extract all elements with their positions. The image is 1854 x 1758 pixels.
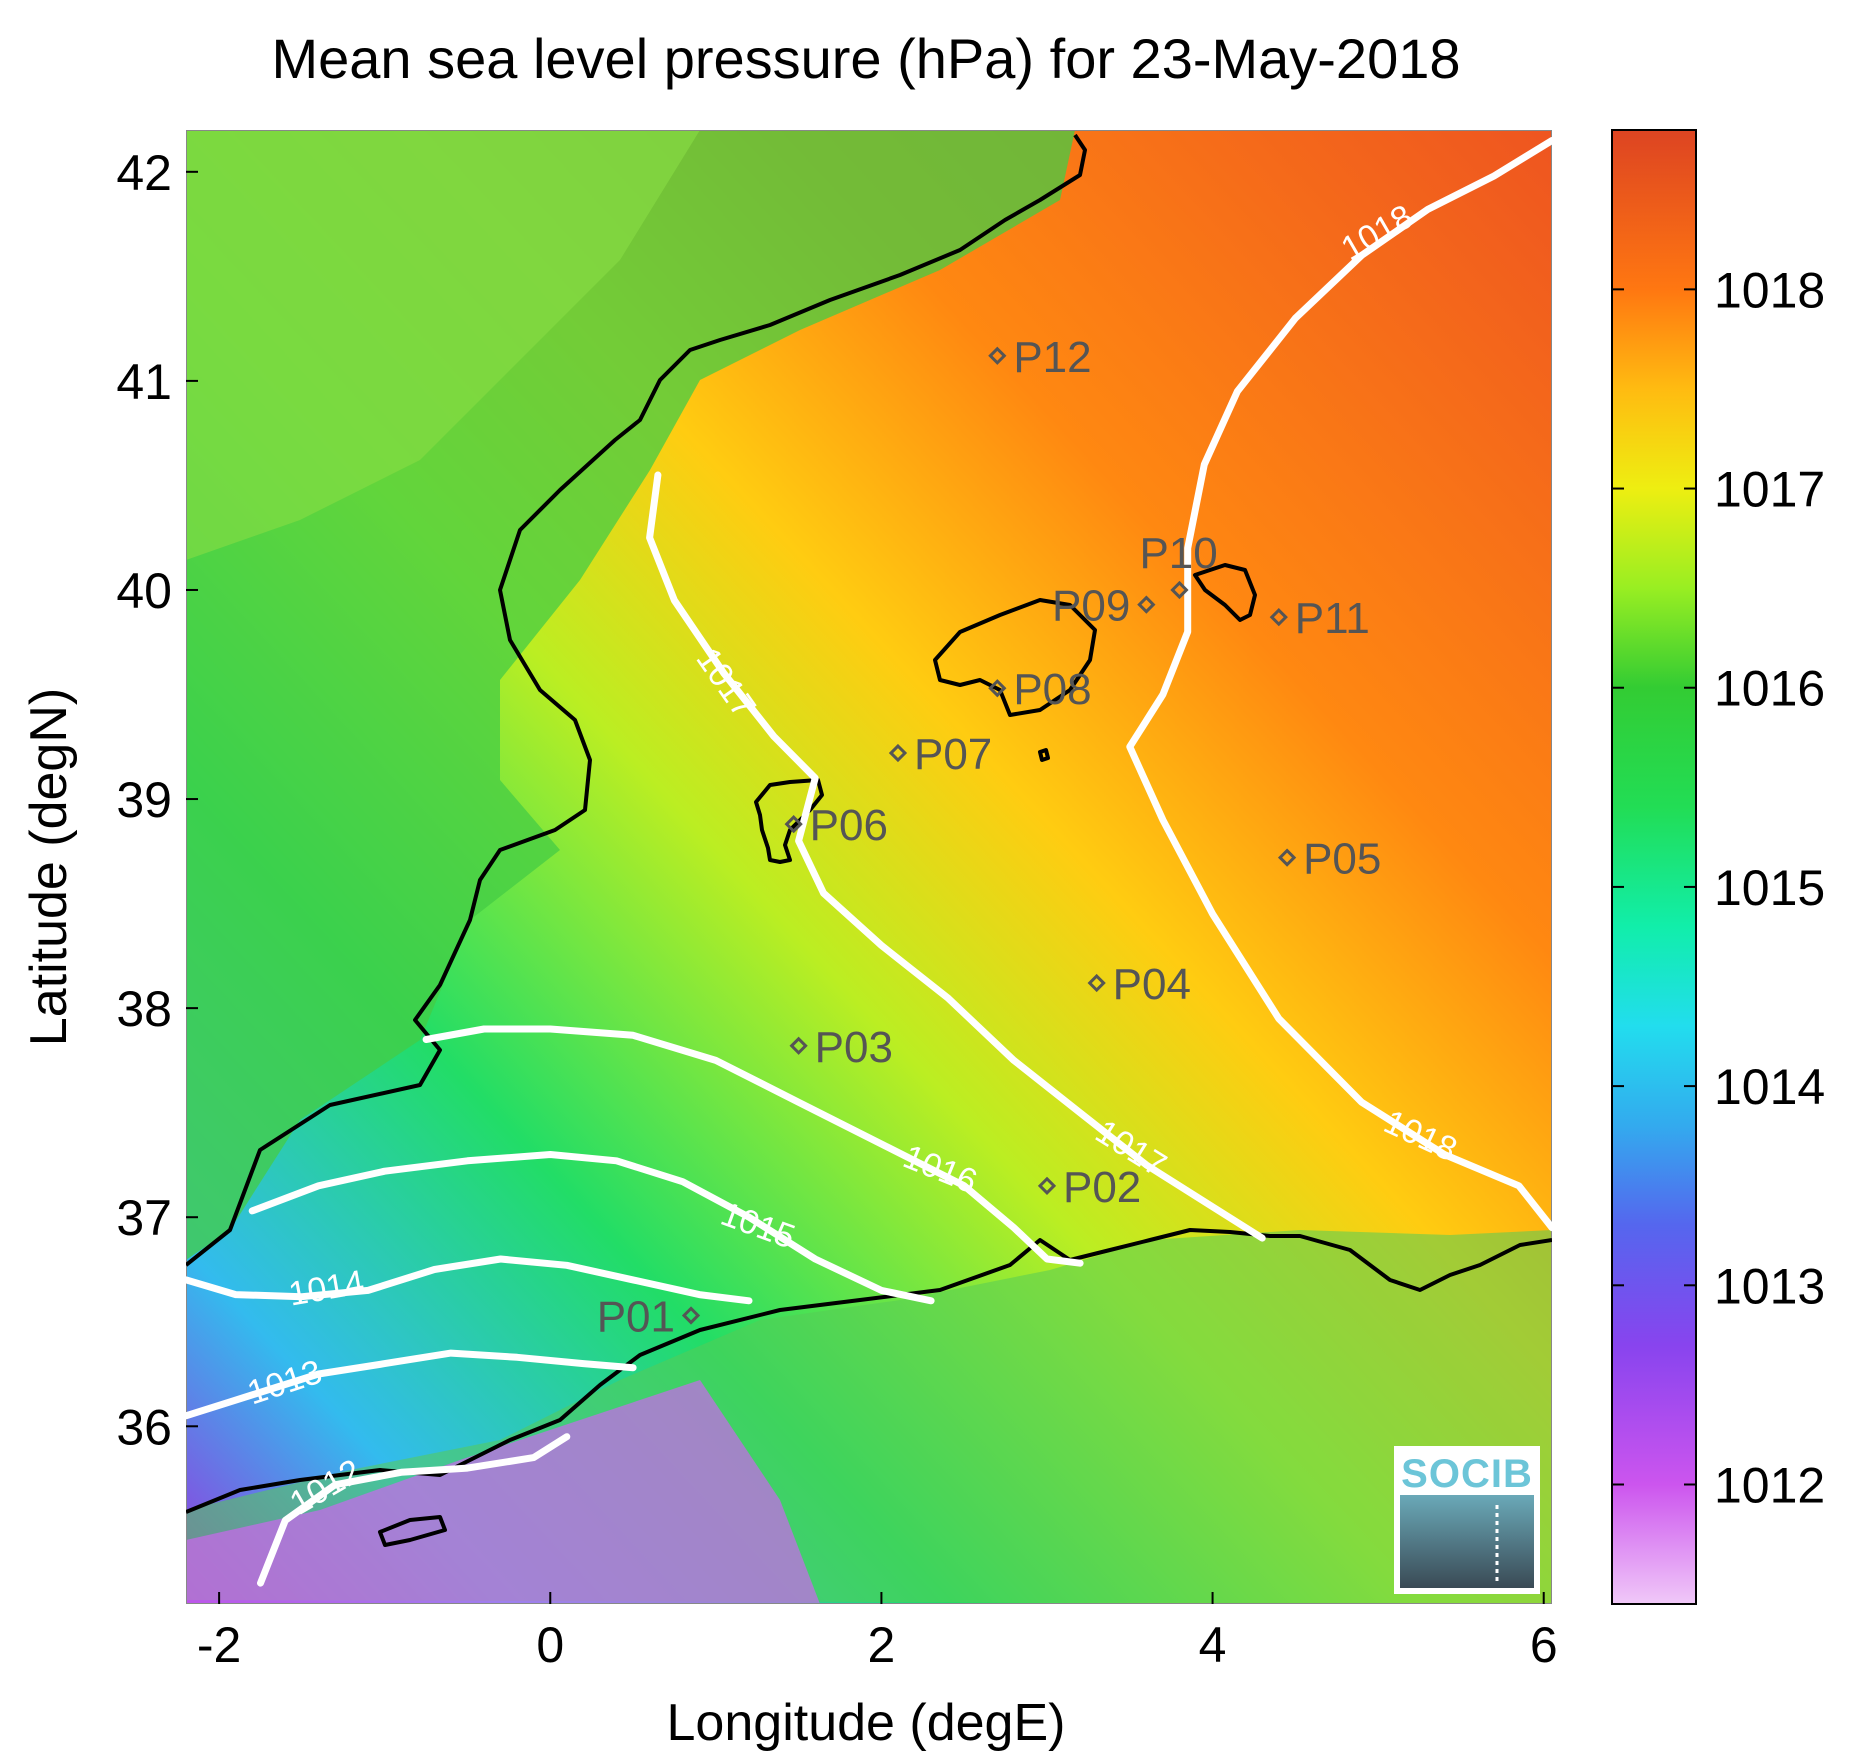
station-marker-p01 [681, 1306, 701, 1325]
station-marker-p09 [1137, 595, 1156, 614]
colorbar-gradient [1611, 129, 1697, 1605]
y-tick-label: 40 [116, 563, 172, 619]
station-label-p10: P10 [1139, 529, 1217, 578]
y-tick-label: 41 [116, 354, 172, 410]
station-marker-p11 [1269, 608, 1288, 627]
station-marker-p08 [988, 679, 1007, 698]
y-tick-label: 39 [116, 772, 172, 828]
coastline-segment [186, 1228, 1552, 1514]
coastline-segment [754, 778, 824, 864]
station-label-p03: P03 [815, 1023, 893, 1072]
station-label-p07: P07 [914, 730, 992, 779]
station-marker-p04 [1087, 973, 1106, 993]
map-title: Mean sea level pressure (hPa) for 23-May… [271, 27, 1460, 90]
isobar-1016 [422, 1025, 1084, 1267]
x-tick-label: 0 [536, 1617, 564, 1673]
station-label-p04: P04 [1113, 960, 1191, 1009]
socib-logo-text: SOCIB [1401, 1452, 1533, 1496]
isobar-1017 [646, 471, 1266, 1242]
colorbar-tick-label: 1017 [1714, 462, 1825, 518]
y-tick-label: 36 [116, 1399, 172, 1455]
socib-logo-water [1400, 1495, 1534, 1588]
station-label-p08: P08 [1013, 665, 1091, 714]
station-label-p02: P02 [1063, 1163, 1141, 1212]
isobar-1012 [257, 1433, 571, 1587]
coastline-segment [186, 133, 1087, 1267]
colorbar-tick-label: 1012 [1714, 1457, 1825, 1513]
colorbar-tick-label: 1013 [1714, 1258, 1825, 1314]
isobar-1013 [186, 1349, 637, 1420]
isobar-1014 [186, 1255, 753, 1305]
x-tick-label: 6 [1530, 1617, 1558, 1673]
colorbar-tick-label: 1016 [1714, 661, 1825, 717]
y-tick-label: 38 [116, 981, 172, 1037]
y-tick-label: 37 [116, 1190, 172, 1246]
coastline-segment [933, 598, 1097, 717]
colorbar-tick-label: 1014 [1714, 1059, 1825, 1115]
station-marker-p10 [1170, 580, 1189, 600]
station-marker-p06 [784, 815, 803, 834]
colorbar-ticks: 1012 1013 1014 1015 1016 1017 1018 [1612, 262, 1825, 1513]
station-label-p11: P11 [1295, 594, 1370, 643]
station-label-p01: P01 [597, 1292, 675, 1341]
y-axis-ticks: 36 37 38 39 40 41 42 [116, 145, 198, 1455]
colorbar: 1012 1013 1014 1015 1016 1017 1018 [1611, 129, 1825, 1605]
station-marker-p07 [888, 743, 908, 763]
station-marker-p12 [988, 346, 1007, 365]
station-label-p12: P12 [1013, 333, 1091, 382]
socib-logo: SOCIB [1394, 1446, 1540, 1594]
station-marker-p02 [1037, 1176, 1057, 1195]
land-north-africa-west [186, 1380, 820, 1604]
x-axis-label: Longitude (degE) [667, 1694, 1066, 1752]
station-label-p06: P06 [810, 801, 888, 850]
x-axis-ticks: -2 0 2 4 6 [197, 1592, 1558, 1673]
coastline-segment [1038, 748, 1050, 762]
colorbar-tick-label: 1015 [1714, 860, 1825, 916]
station-label-p05: P05 [1303, 835, 1381, 884]
isobar-1015 [248, 1151, 935, 1305]
land-iberia-highlands [186, 130, 700, 560]
coastlines [186, 133, 1552, 1547]
y-tick-label: 42 [116, 145, 172, 201]
x-tick-label: -2 [197, 1617, 241, 1673]
coastline-segment [378, 1515, 447, 1547]
y-axis-label: Latitude (degN) [20, 688, 78, 1046]
station-marker-p03 [789, 1036, 808, 1055]
station-label-p09: P09 [1052, 582, 1130, 631]
x-tick-label: 2 [868, 1617, 896, 1673]
colorbar-tick-label: 1018 [1714, 262, 1825, 318]
coastline-segment [1193, 563, 1257, 622]
isobar-1018 [1126, 137, 1552, 1232]
x-tick-label: 4 [1199, 1617, 1227, 1673]
station-marker-p05 [1277, 848, 1297, 867]
